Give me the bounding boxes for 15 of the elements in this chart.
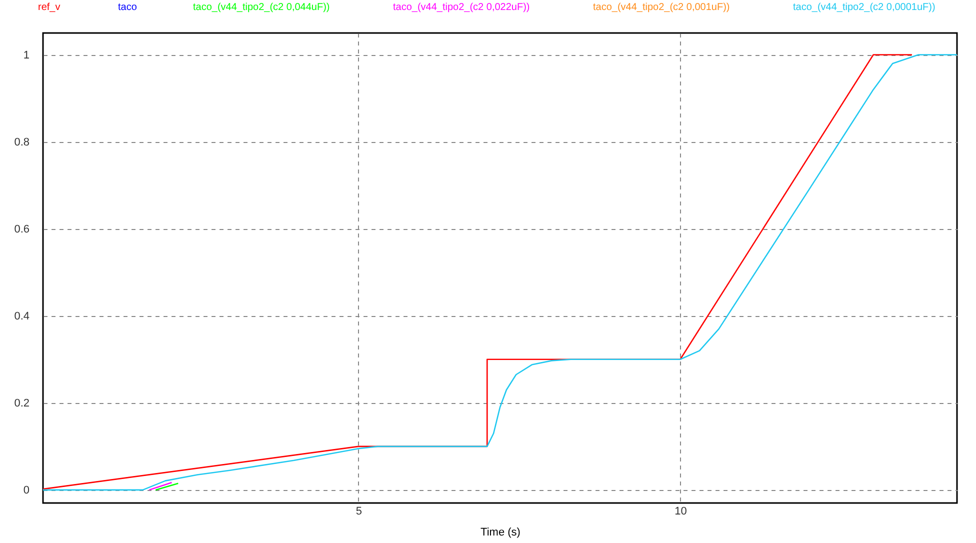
legend-label: taco_(v44_tipo2_(c2 0,001uF)) xyxy=(593,2,730,13)
x-tick-label: 5 xyxy=(356,506,362,518)
y-tick-label: 0.6 xyxy=(14,223,30,236)
text: taco_(v44_tipo2_(c2 0,044uF)) xyxy=(193,2,330,13)
y-tick-label: 0 xyxy=(23,484,30,496)
y-tick-label: 0.4 xyxy=(14,310,30,322)
text: taco_(v44_tipo2_(c2 0,0001uF)) xyxy=(793,2,936,13)
y-tick-label: 1 xyxy=(23,49,30,62)
legend-label: taco xyxy=(118,2,138,13)
y-tick-label: 0.8 xyxy=(14,136,30,148)
text: taco_(v44_tipo2_(c2 0,022uF)) xyxy=(393,2,530,13)
x-tick-label: 10 xyxy=(674,506,687,518)
x-axis-title: Time (s) xyxy=(480,526,520,538)
y-tick-label: 0.2 xyxy=(14,397,30,410)
text: ref_v xyxy=(38,2,60,13)
